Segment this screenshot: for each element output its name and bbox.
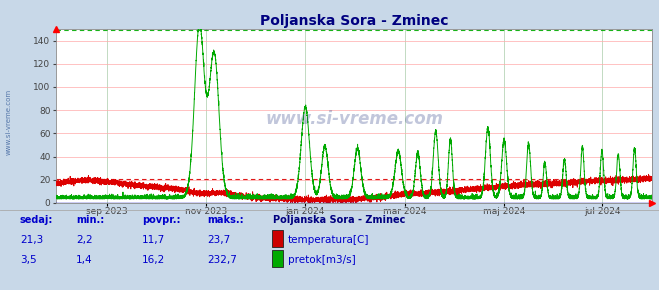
Text: 23,7: 23,7 — [208, 235, 231, 245]
Text: www.si-vreme.com: www.si-vreme.com — [5, 89, 11, 155]
Text: 21,3: 21,3 — [20, 235, 43, 245]
Text: temperatura[C]: temperatura[C] — [288, 235, 370, 245]
Text: min.:: min.: — [76, 215, 104, 225]
Text: www.si-vreme.com: www.si-vreme.com — [265, 110, 444, 128]
Text: sedaj:: sedaj: — [20, 215, 53, 225]
Text: povpr.:: povpr.: — [142, 215, 180, 225]
Text: 16,2: 16,2 — [142, 255, 165, 265]
Text: 232,7: 232,7 — [208, 255, 237, 265]
Text: 3,5: 3,5 — [20, 255, 36, 265]
Text: 11,7: 11,7 — [142, 235, 165, 245]
Text: pretok[m3/s]: pretok[m3/s] — [288, 255, 356, 265]
Text: 2,2: 2,2 — [76, 235, 92, 245]
Title: Poljanska Sora - Zminec: Poljanska Sora - Zminec — [260, 14, 449, 28]
Text: Poljanska Sora - Zminec: Poljanska Sora - Zminec — [273, 215, 406, 225]
Text: 1,4: 1,4 — [76, 255, 92, 265]
Text: maks.:: maks.: — [208, 215, 244, 225]
